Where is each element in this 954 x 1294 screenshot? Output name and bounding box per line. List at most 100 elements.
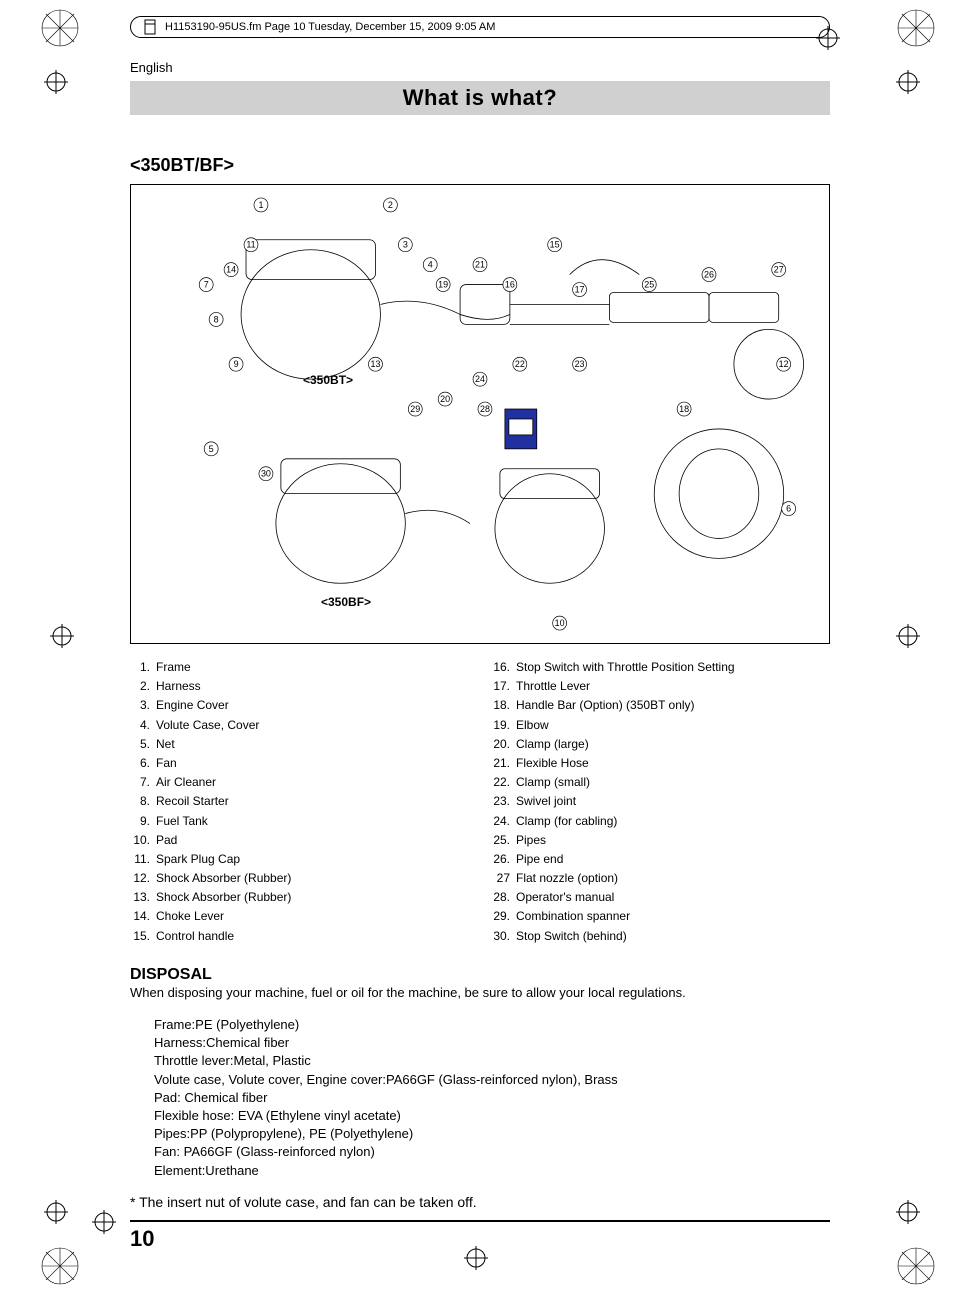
callout-3: 3 [398,238,412,252]
parts-list-label: Flexible Hose [516,754,589,773]
crop-mark [40,1196,72,1228]
parts-list-number: 23. [490,792,516,811]
callout-21: 21 [473,258,487,272]
svg-text:6: 6 [786,504,791,514]
disposal-materials: Frame:PE (Polyethylene)Harness:Chemical … [154,1016,830,1180]
callout-14: 14 [224,263,238,277]
svg-text:25: 25 [644,280,654,290]
parts-list-number: 24. [490,812,516,831]
parts-list-label: Frame [156,658,191,677]
parts-list-number: 26. [490,850,516,869]
parts-list-number: 6. [130,754,156,773]
callout-1: 1 [254,198,268,212]
parts-list-number: 18. [490,696,516,715]
diagram-svg: 1234567891011121314151617181920212223242… [131,185,829,643]
svg-text:18: 18 [679,404,689,414]
parts-list-number: 19. [490,716,516,735]
parts-list-item: 3.Engine Cover [130,696,470,715]
parts-list-label: Shock Absorber (Rubber) [156,869,291,888]
callout-30: 30 [259,467,273,481]
svg-text:3: 3 [403,240,408,250]
parts-list-label: Fan [156,754,177,773]
parts-list-item: 8.Recoil Starter [130,792,470,811]
material-line: Element:Urethane [154,1162,830,1180]
parts-list-item: 11.Spark Plug Cap [130,850,470,869]
parts-list-number: 13. [130,888,156,907]
parts-list-number: 27 [490,869,516,888]
callout-20: 20 [438,392,452,406]
parts-list-right: 16.Stop Switch with Throttle Position Se… [490,658,830,946]
svg-text:28: 28 [480,404,490,414]
parts-list-label: Choke Lever [156,907,224,926]
parts-list-label: Engine Cover [156,696,229,715]
language-label: English [130,60,830,75]
material-line: Volute case, Volute cover, Engine cover:… [154,1071,830,1089]
corner-hatch-tl [40,8,80,48]
svg-text:2: 2 [388,200,393,210]
disposal-footnote: * The insert nut of volute case, and fan… [130,1194,830,1210]
parts-list-item: 2.Harness [130,677,470,696]
parts-list-item: 6.Fan [130,754,470,773]
svg-text:19: 19 [438,280,448,290]
parts-list-label: Harness [156,677,201,696]
svg-text:26: 26 [704,270,714,280]
model-heading: <350BT/BF> [130,155,830,176]
callout-5: 5 [204,442,218,456]
svg-text:12: 12 [779,359,789,369]
svg-text:9: 9 [234,359,239,369]
svg-text:20: 20 [440,394,450,404]
crop-mark [892,1196,924,1228]
crop-mark [40,66,72,98]
svg-text:29: 29 [410,404,420,414]
parts-list-label: Combination spanner [516,907,630,926]
parts-list-label: Elbow [516,716,549,735]
svg-text:30: 30 [261,469,271,479]
parts-list-item: 27Flat nozzle (option) [490,869,830,888]
callout-27: 27 [772,263,786,277]
parts-list-number: 11. [130,850,156,869]
callout-9: 9 [229,357,243,371]
parts-list-item: 19.Elbow [490,716,830,735]
material-line: Frame:PE (Polyethylene) [154,1016,830,1034]
parts-list-number: 4. [130,716,156,735]
svg-text:23: 23 [575,359,585,369]
svg-text:21: 21 [475,260,485,270]
svg-text:10: 10 [555,618,565,628]
parts-list-number: 2. [130,677,156,696]
parts-list-label: Flat nozzle (option) [516,869,618,888]
parts-list-label: Recoil Starter [156,792,229,811]
crop-mark [892,620,924,652]
callout-17: 17 [573,283,587,297]
diagram-label-350bt: <350BT> [303,373,353,387]
parts-list-item: 21.Flexible Hose [490,754,830,773]
parts-list-label: Throttle Lever [516,677,590,696]
parts-list-number: 17. [490,677,516,696]
svg-text:1: 1 [258,200,263,210]
parts-list-label: Volute Case, Cover [156,716,259,735]
parts-list-number: 7. [130,773,156,792]
parts-list-item: 18.Handle Bar (Option) (350BT only) [490,696,830,715]
parts-list-label: Net [156,735,175,754]
callout-7: 7 [199,278,213,292]
material-line: Pipes:PP (Polypropylene), PE (Polyethyle… [154,1125,830,1143]
callout-26: 26 [702,268,716,282]
parts-list-label: Pipes [516,831,546,850]
parts-list-item: 28.Operator's manual [490,888,830,907]
parts-list-label: Swivel joint [516,792,576,811]
parts-list-label: Air Cleaner [156,773,216,792]
file-path-header: H1153190-95US.fm Page 10 Tuesday, Decemb… [130,16,830,38]
parts-list-item: 20.Clamp (large) [490,735,830,754]
parts-list-number: 3. [130,696,156,715]
crop-mark [46,620,78,652]
parts-list-label: Stop Switch (behind) [516,927,627,946]
parts-list-label: Clamp (for cabling) [516,812,617,831]
parts-list-item: 15.Control handle [130,927,470,946]
page-number: 10 [130,1220,830,1252]
callout-22: 22 [513,357,527,371]
parts-list-item: 29.Combination spanner [490,907,830,926]
parts-list-item: 10.Pad [130,831,470,850]
callout-19: 19 [436,278,450,292]
material-line: Pad: Chemical fiber [154,1089,830,1107]
svg-text:16: 16 [505,280,515,290]
parts-list-number: 1. [130,658,156,677]
